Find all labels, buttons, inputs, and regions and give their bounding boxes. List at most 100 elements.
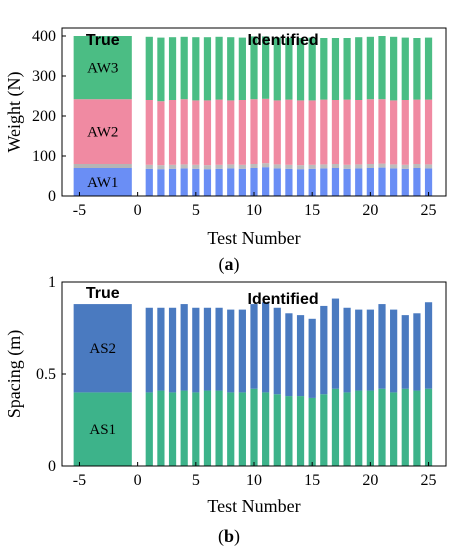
panel-a-true-label: True	[86, 32, 120, 49]
b-bar-as1-test-1	[145, 392, 153, 466]
a-bar-aw1-test-16	[320, 168, 328, 196]
panel-b-caption-close: )	[234, 526, 240, 547]
a-true-bar-aw3	[73, 36, 132, 100]
a-x-tick-label: 10	[246, 202, 262, 219]
b-bar-as1-test-19	[355, 390, 363, 466]
a-bar-aw3-test-2	[157, 37, 165, 102]
a-bar-aw3-test-11	[262, 36, 270, 99]
a-bar-aw3-test-22	[390, 36, 398, 101]
a-bar-aw2-test-11	[262, 98, 270, 164]
a-bar-aw3-test-9	[238, 37, 246, 100]
a-bar-aw1-test-25	[424, 168, 433, 196]
a-bar-aw2-test-14	[296, 100, 305, 166]
a-bar-aw1-test-10	[250, 168, 258, 196]
a-bar-aw1-test-22	[390, 168, 398, 196]
panel-b-x-axis-label: Test Number	[207, 496, 300, 516]
panel-b-true-label-as2: AS2	[89, 341, 116, 357]
b-bar-as1-test-5	[192, 392, 200, 466]
panel-b-caption-open: (	[218, 526, 224, 547]
a-bar-gap-17	[331, 164, 340, 168]
a-bar-gap-11	[262, 163, 270, 168]
b-bar-as1-test-21	[378, 388, 386, 466]
panel-a-true-label-aw1: AW1	[87, 175, 118, 191]
a-bar-aw2-test-9	[238, 100, 246, 165]
b-bar-as2-test-9	[238, 309, 246, 393]
b-bar-as2-test-1	[145, 307, 153, 393]
panel-a-true-label-aw3: AW3	[87, 61, 118, 77]
panel-a-caption-letter: a	[225, 254, 234, 274]
b-true-bar-as2	[73, 304, 132, 393]
a-bar-aw3-test-23	[401, 37, 409, 100]
a-bar-aw3-test-10	[250, 36, 258, 100]
a-x-tick-label: 15	[304, 202, 320, 219]
a-bar-gap-15	[308, 164, 316, 169]
a-bar-aw3-test-20	[366, 36, 374, 100]
a-bar-aw1-test-15	[308, 168, 316, 196]
a-bar-aw1-test-23	[401, 168, 409, 196]
a-bar-gap-5	[192, 164, 200, 169]
b-bar-as1-test-10	[250, 388, 258, 466]
b-bar-as2-test-5	[192, 307, 200, 393]
a-bar-aw1-test-8	[227, 168, 235, 196]
a-y-tick-label: 200	[32, 108, 56, 125]
b-x-tick-label: 5	[192, 472, 200, 489]
a-bar-aw2-test-4	[180, 99, 188, 165]
a-bar-aw3-test-5	[192, 37, 200, 101]
b-x-tick-label: 20	[362, 472, 378, 489]
a-bar-gap-23	[401, 164, 409, 169]
a-bar-gap-12	[273, 164, 281, 169]
panel-b-true-label-as1: AS1	[89, 422, 116, 438]
b-bar-as2-test-24	[413, 313, 421, 391]
panel-a-bars	[73, 36, 433, 196]
a-bar-gap-20	[366, 164, 374, 168]
a-bar-aw3-test-6	[203, 37, 212, 101]
a-bar-aw2-test-8	[227, 100, 235, 165]
a-bar-gap-16	[320, 164, 328, 169]
a-bar-aw3-test-18	[343, 38, 351, 100]
panel-b-caption-letter: b	[224, 526, 234, 546]
a-bar-gap-25	[424, 164, 433, 169]
a-bar-gap-6	[203, 165, 212, 170]
b-bar-as1-test-18	[343, 392, 351, 466]
a-bar-aw2-test-21	[378, 99, 386, 164]
a-bar-gap-1	[145, 164, 153, 169]
a-bar-aw2-test-7	[215, 99, 223, 165]
b-bar-as1-test-17	[331, 388, 340, 466]
panel-a-true-label-aw2: AW2	[87, 125, 118, 141]
a-bar-aw2-test-19	[355, 100, 363, 165]
b-y-tick-label: 1	[48, 274, 56, 291]
panel-a-y-axis-label: Weight (N)	[4, 71, 25, 152]
panel-b-true-label: True	[86, 285, 120, 302]
b-bar-as1-test-23	[401, 388, 409, 466]
a-x-tick-label: 25	[421, 202, 437, 219]
a-true-bar-gap	[73, 164, 132, 168]
b-y-tick-label: 0.5	[36, 366, 56, 383]
a-bar-aw1-test-20	[366, 168, 374, 196]
b-bar-as1-test-8	[227, 392, 235, 466]
a-bar-gap-4	[180, 164, 188, 169]
b-bar-as2-test-3	[168, 307, 177, 393]
a-bar-aw3-test-12	[273, 37, 281, 101]
a-bar-gap-24	[413, 164, 421, 168]
a-bar-aw1-test-13	[285, 168, 293, 196]
panel-a-ticks: -5 0 5 10 15 20 25 0 100 200 300 400	[32, 28, 437, 219]
b-bar-as2-test-8	[227, 309, 235, 393]
b-bar-as2-test-23	[401, 315, 409, 389]
a-y-tick-label: 300	[32, 68, 56, 85]
a-bar-aw3-test-3	[168, 37, 177, 100]
b-bar-as1-test-22	[390, 392, 398, 466]
panel-a-caption-open: (	[219, 254, 225, 275]
a-bar-aw3-test-16	[320, 38, 328, 100]
b-bar-as1-test-16	[320, 394, 328, 466]
a-bar-aw3-test-25	[424, 37, 433, 100]
a-bar-gap-2	[157, 165, 165, 170]
a-bar-aw2-test-10	[250, 99, 258, 164]
a-bar-gap-3	[168, 164, 177, 169]
a-bar-aw2-test-17	[331, 100, 340, 164]
b-bar-as1-test-4	[180, 390, 188, 466]
a-bar-aw1-test-6	[203, 169, 212, 196]
a-bar-aw1-test-2	[157, 169, 165, 196]
a-bar-aw2-test-2	[157, 101, 165, 166]
a-true-bar-aw2	[73, 99, 132, 164]
a-bar-aw2-test-12	[273, 100, 281, 165]
